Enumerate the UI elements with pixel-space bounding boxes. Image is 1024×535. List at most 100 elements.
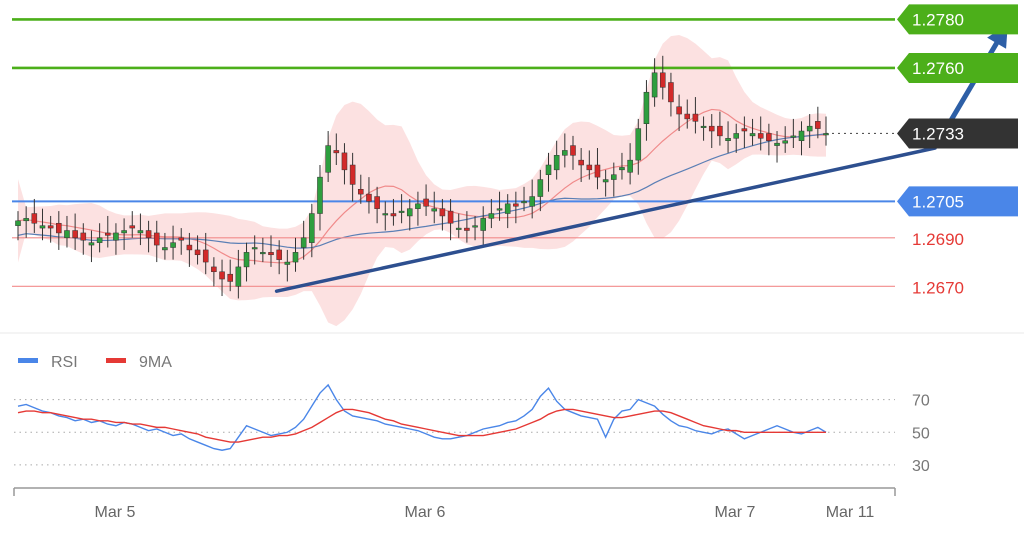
candle-body	[235, 266, 242, 287]
candle-body	[292, 252, 299, 263]
level-tag-text: 1.2705	[912, 192, 964, 211]
candle-body	[390, 213, 397, 217]
candle	[292, 237, 299, 272]
candle	[358, 174, 364, 204]
candle	[145, 220, 152, 253]
candle	[72, 213, 78, 250]
candle-body	[537, 179, 544, 197]
candle-body	[611, 174, 617, 180]
candle-body	[113, 232, 119, 241]
candle-body	[431, 208, 438, 212]
candle	[284, 249, 291, 282]
candle-body	[284, 261, 291, 265]
candle	[186, 232, 193, 267]
candle-body	[194, 249, 201, 256]
bollinger-band	[18, 35, 826, 327]
candle	[570, 135, 576, 170]
candle-body	[439, 208, 446, 217]
candle-body	[96, 237, 103, 243]
series-line-9ma	[17, 408, 826, 443]
candle	[635, 118, 642, 175]
level-tag-bg	[897, 52, 1018, 83]
candle	[366, 177, 372, 214]
candle-body	[815, 121, 821, 129]
candle	[480, 206, 486, 248]
candle-body	[692, 113, 699, 122]
candle-body	[659, 72, 666, 88]
candle-body	[553, 155, 560, 171]
candle	[219, 259, 225, 297]
candle-body	[88, 242, 95, 246]
candle-body	[504, 203, 511, 214]
candle	[815, 106, 821, 139]
candle-body	[47, 225, 54, 229]
candle-body	[717, 125, 723, 137]
candle	[137, 213, 144, 246]
candle-body	[178, 237, 185, 241]
level-tag-resistance: 1.2760	[897, 52, 1018, 83]
candle	[611, 162, 617, 197]
candle	[725, 121, 731, 153]
candle	[251, 235, 258, 265]
candle	[15, 211, 21, 241]
rsi-tick-label: 70	[912, 393, 930, 410]
candle-body	[170, 242, 176, 248]
legend-swatch	[18, 358, 38, 363]
level-tag-resistance: 1.2780	[897, 4, 1018, 35]
candle	[455, 213, 462, 238]
level-tag-bg	[897, 4, 1018, 35]
level-tag-current: 1.2733	[897, 118, 1018, 149]
candle-body	[300, 237, 307, 248]
candle-body	[455, 227, 462, 230]
candle	[676, 94, 682, 132]
candle-body	[56, 222, 62, 234]
candle-body	[741, 128, 748, 132]
candle-body	[121, 230, 127, 234]
candle-body	[472, 225, 478, 228]
level-tag-text: 1.2760	[912, 59, 964, 78]
candle	[586, 150, 593, 180]
candle-body	[562, 150, 568, 156]
candle	[529, 179, 535, 219]
candle-body	[733, 133, 740, 139]
candle	[757, 116, 764, 151]
candle-body	[545, 164, 552, 175]
level-label-support: 1.2670	[912, 278, 964, 297]
candle-body	[145, 230, 152, 239]
candle-body	[806, 125, 813, 132]
candle-body	[31, 213, 38, 224]
level-tag-bg	[897, 118, 1018, 149]
candle-body	[594, 164, 601, 178]
candle-body	[496, 208, 503, 211]
candle	[202, 232, 209, 275]
candle	[88, 230, 95, 263]
candle-body	[676, 106, 682, 115]
candle	[325, 131, 331, 182]
candle	[406, 198, 413, 231]
x-tick-label: Mar 7	[715, 504, 756, 521]
candle	[562, 133, 568, 168]
candle	[129, 211, 136, 238]
rsi-lines	[17, 383, 827, 451]
candle	[415, 191, 421, 226]
rsi-legend: RSI 9MA	[18, 354, 172, 371]
candle	[798, 121, 805, 156]
candle-body	[790, 135, 797, 138]
candle-body	[243, 252, 250, 268]
candle-body	[186, 244, 193, 251]
level-tag-text: 1.2780	[912, 10, 964, 29]
candle-body	[415, 203, 421, 209]
rsi-tick-label: 50	[912, 425, 930, 442]
candle-body	[513, 203, 519, 207]
candle-body	[725, 138, 731, 141]
candle-body	[602, 179, 609, 183]
candle-body	[398, 210, 405, 213]
candle	[39, 208, 46, 241]
candle	[684, 99, 691, 129]
candle-body	[635, 128, 642, 161]
candle	[56, 211, 62, 250]
candle-body	[358, 189, 364, 195]
candle	[708, 114, 715, 149]
candle	[553, 140, 560, 180]
